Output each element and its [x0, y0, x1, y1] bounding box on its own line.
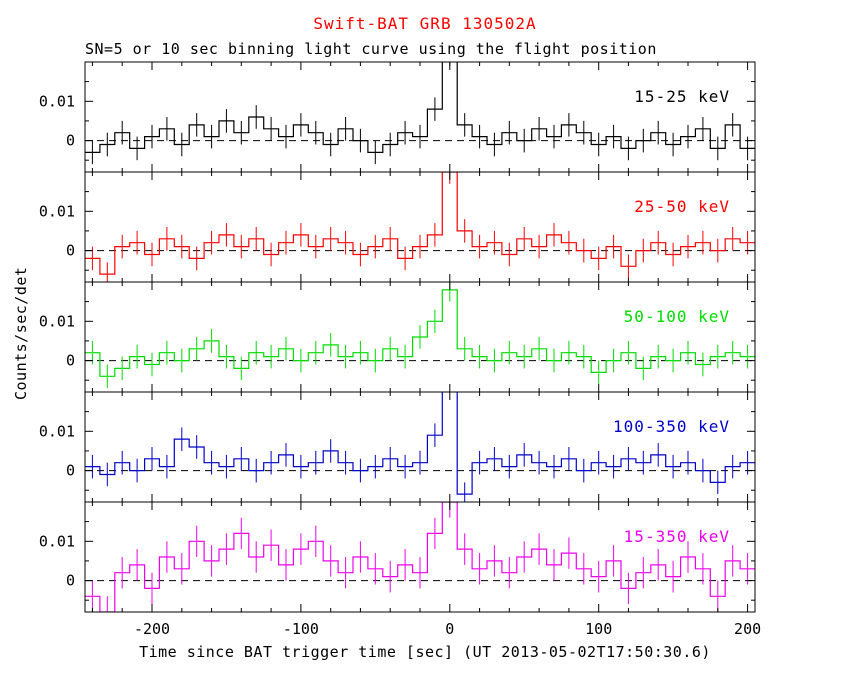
x-tick-label: -200: [134, 620, 170, 638]
energy-band-label: 100-350 keV: [613, 417, 730, 436]
y-tick-label: 0.01: [39, 532, 75, 550]
y-tick-label: 0: [66, 572, 75, 590]
x-tick-label: 0: [445, 620, 454, 638]
y-tick-label: 0: [66, 462, 75, 480]
panel-50-100-kev: 0 0.01 50-100 keV: [39, 281, 756, 393]
panel-15-25-kev: 0 0.01 15-25 keV: [39, 61, 756, 173]
x-tick-label: -100: [283, 620, 319, 638]
panel-100-350-kev: 0 0.01 100-350 keV: [39, 391, 756, 503]
energy-band-label: 15-25 keV: [634, 87, 730, 106]
panel-border: [84, 391, 756, 503]
panel-border: [84, 171, 756, 283]
x-axis-label: Time since BAT trigger time [sec] (UT 20…: [139, 643, 711, 661]
panel-15-350-kev: 0 0.01 15-350 keV: [39, 501, 756, 613]
error-bars: [91, 172, 749, 282]
y-tick-label: 0: [66, 242, 75, 260]
panel-border: [84, 61, 756, 173]
energy-band-label: 25-50 keV: [634, 197, 730, 216]
energy-band-label: 15-350 keV: [624, 527, 730, 546]
error-bars: [91, 502, 749, 612]
chart-title: Swift-BAT GRB 130502A: [313, 14, 537, 33]
y-tick-label: 0.01: [39, 312, 75, 330]
y-tick-label: 0: [66, 132, 75, 150]
chart-subtitle: SN=5 or 10 sec binning light curve using…: [85, 40, 657, 58]
energy-band-label: 50-100 keV: [624, 307, 730, 326]
y-tick-label: 0.01: [39, 422, 75, 440]
y-tick-label: 0.01: [39, 92, 75, 110]
panel-25-50-kev: 0 0.01 25-50 keV: [39, 171, 756, 283]
lightcurve-step: [85, 172, 755, 275]
error-bars: [91, 282, 749, 389]
x-tick-label: 100: [585, 620, 612, 638]
y-tick-label: 0.01: [39, 202, 75, 220]
y-tick-label: 0: [66, 352, 75, 370]
x-tick-label: 200: [734, 620, 761, 638]
